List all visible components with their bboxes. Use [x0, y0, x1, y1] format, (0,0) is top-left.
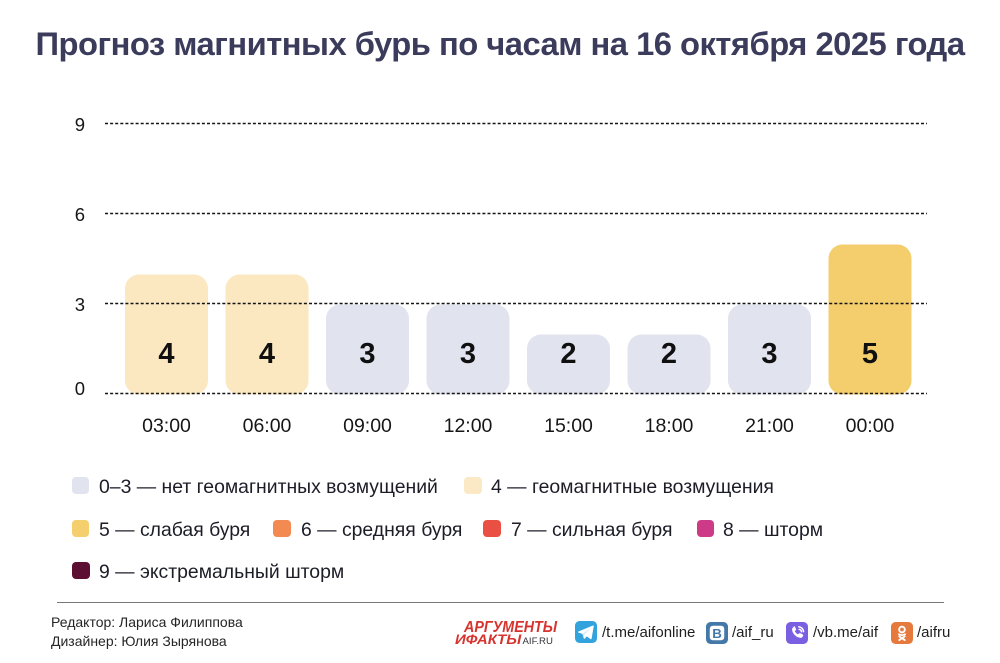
svg-text:В: В [712, 626, 722, 641]
